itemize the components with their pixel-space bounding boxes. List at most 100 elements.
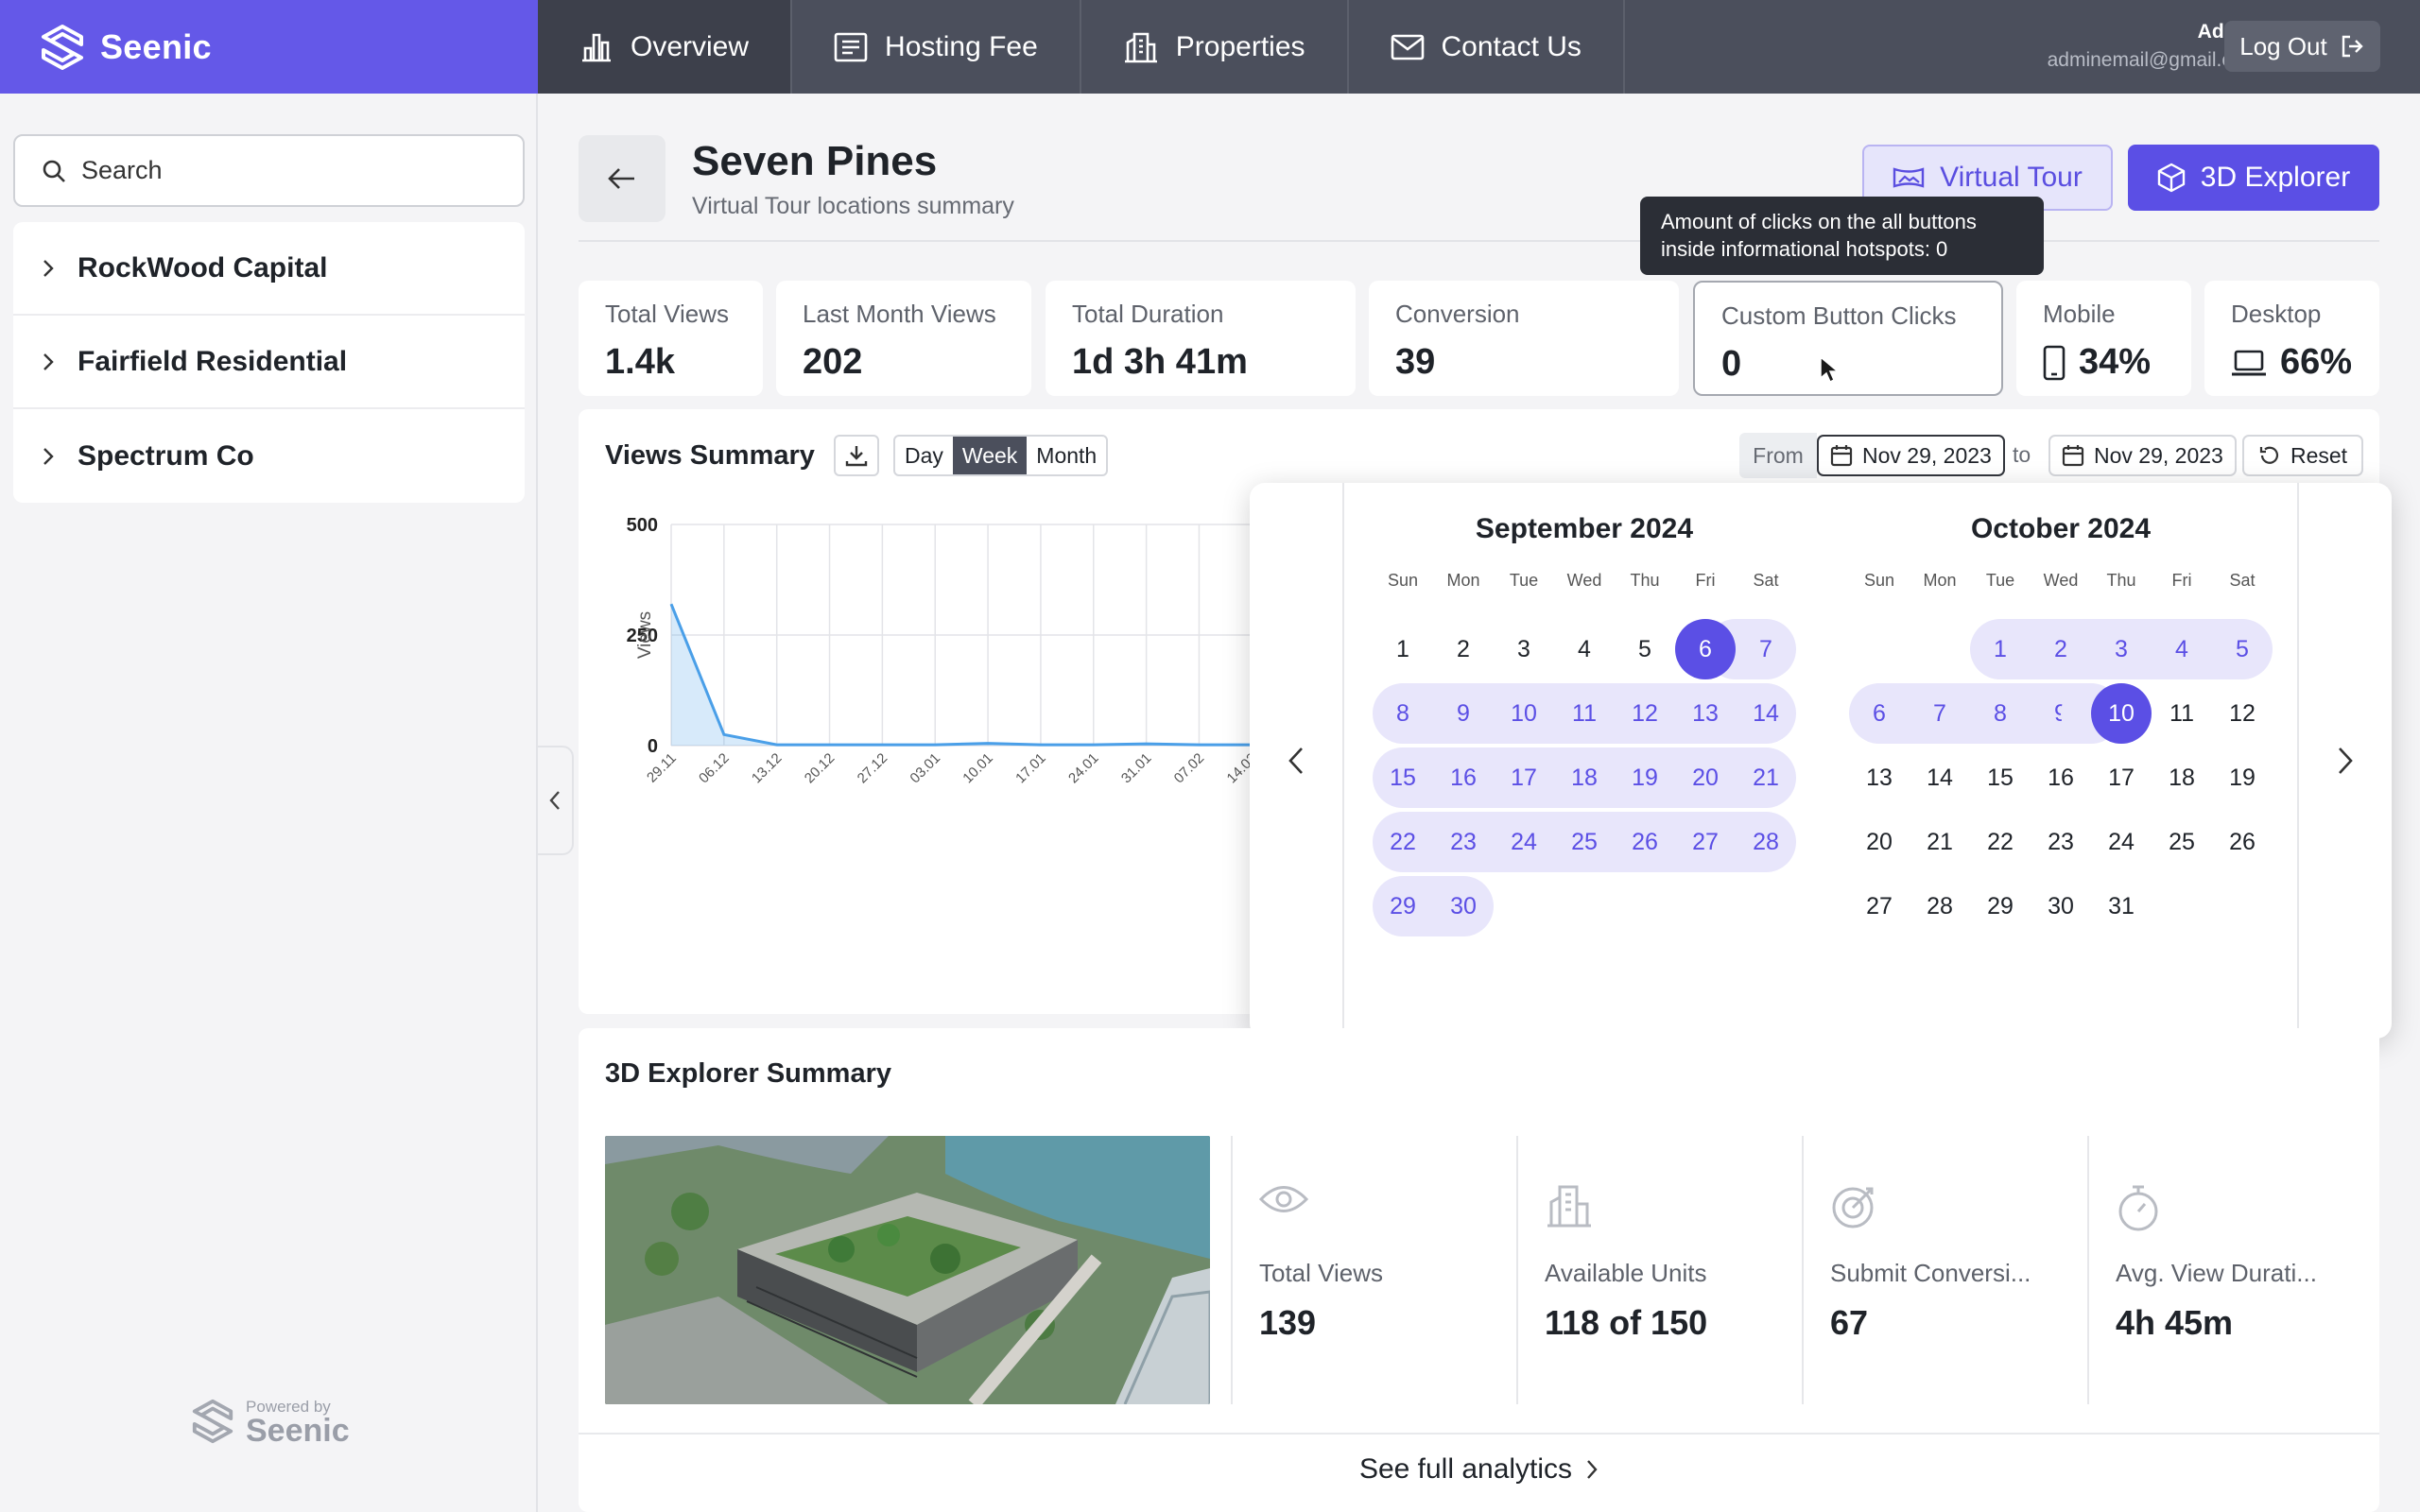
calendar-day[interactable]: 1	[1396, 635, 1409, 662]
calendar-day[interactable]: 28	[1736, 812, 1796, 872]
calendar-day[interactable]: 14	[1927, 764, 1953, 791]
metric-label: Submit Conversi...	[1830, 1259, 2031, 1287]
calendar-day[interactable]: 16	[2048, 764, 2074, 791]
tree-item-fairfield-residential[interactable]: Fairfield Residential	[13, 316, 525, 409]
calendar-day[interactable]: 9	[1433, 683, 1494, 744]
brand-logo[interactable]: Seenic	[0, 0, 538, 94]
nav-properties-label: Properties	[1175, 30, 1305, 62]
calendar-day[interactable]: 25	[2169, 828, 2195, 855]
tree-item-spectrum-co[interactable]: Spectrum Co	[13, 409, 525, 503]
calendar-day[interactable]: 18	[2169, 764, 2195, 791]
calendar-day[interactable]: 6	[1675, 619, 1736, 679]
calendar-day[interactable]: 24	[1494, 812, 1554, 872]
back-button[interactable]	[579, 135, 666, 222]
reset-button[interactable]: Reset	[2242, 435, 2363, 476]
nav-overview[interactable]: Overview	[538, 0, 793, 94]
from-date-picker[interactable]: Nov 29, 2023	[1817, 435, 2005, 476]
tree-item-rockwood-capital[interactable]: RockWood Capital	[13, 222, 525, 316]
explorer-divider	[579, 1433, 2379, 1435]
calendar-day[interactable]: 11	[1554, 683, 1615, 744]
to-date-picker[interactable]: Nov 29, 2023	[2048, 435, 2237, 476]
calendar-day[interactable]: 10	[1494, 683, 1554, 744]
calendar-day[interactable]: 2	[2031, 619, 2091, 679]
calendar-day[interactable]: 11	[2169, 699, 2194, 727]
calendar-day[interactable]: 18	[1554, 747, 1615, 808]
calendar-day[interactable]: 24	[2108, 828, 2135, 855]
calendar-day[interactable]: 19	[2229, 764, 2256, 791]
calendar-day[interactable]: 27	[1866, 892, 1893, 919]
calendar-day[interactable]: 6	[1849, 683, 1910, 744]
views-summary-title: Views Summary	[605, 440, 815, 471]
calendar-day[interactable]: 20	[1866, 828, 1893, 855]
calendar-day[interactable]: 13	[1675, 683, 1736, 744]
calendar-day[interactable]: 12	[2229, 699, 2256, 727]
calendar-day[interactable]: 2	[1457, 635, 1470, 662]
calendar-day[interactable]: 22	[1373, 812, 1433, 872]
calendar-day[interactable]: 17	[1494, 747, 1554, 808]
search-icon	[43, 160, 65, 182]
nav-hosting-fee[interactable]: Hosting Fee	[792, 0, 1081, 94]
calendar-day[interactable]: 29	[1987, 892, 2014, 919]
calendar-day[interactable]: 21	[1736, 747, 1796, 808]
calendar-day[interactable]: 31	[2108, 892, 2135, 919]
calendar-day[interactable]: 3	[1517, 635, 1530, 662]
search-input[interactable]	[81, 156, 516, 185]
calendar-day[interactable]: 8	[1373, 683, 1433, 744]
nav-contact-us[interactable]: Contact Us	[1349, 0, 1625, 94]
calendar-prev-button[interactable]	[1250, 483, 1344, 1039]
3d-explorer-button[interactable]: 3D Explorer	[2128, 145, 2379, 211]
period-day[interactable]: Day	[905, 442, 943, 468]
calendar-day[interactable]: 20	[1675, 747, 1736, 808]
search-box[interactable]	[13, 134, 525, 207]
calendar-day[interactable]: 1	[1970, 619, 2031, 679]
calendar-day[interactable]: 15	[1373, 747, 1433, 808]
calendar-day[interactable]: 30	[2048, 892, 2074, 919]
calendar-day[interactable]: 16	[1433, 747, 1494, 808]
calendar-day[interactable]: 15	[1987, 764, 2014, 791]
calendar-day[interactable]: 25	[1554, 812, 1615, 872]
see-full-analytics-link[interactable]: See full analytics	[579, 1453, 2379, 1486]
calendar-day[interactable]: 10	[2091, 683, 2152, 744]
calendar-day[interactable]: 17	[2108, 764, 2135, 791]
calendar-day[interactable]: 30	[1433, 876, 1494, 936]
calendar-day[interactable]: 4	[1578, 635, 1591, 662]
calendar-day[interactable]: 26	[1615, 812, 1675, 872]
calendar-day[interactable]: 29	[1373, 876, 1433, 936]
calendar-day[interactable]: 9	[2031, 683, 2091, 744]
calendar-day[interactable]: 21	[1927, 828, 1953, 855]
calendar-day[interactable]: 4	[2152, 619, 2212, 679]
from-date-value: Nov 29, 2023	[1862, 442, 1992, 468]
calendar-day[interactable]: 14	[1736, 683, 1796, 744]
calendar-day[interactable]: 13	[1866, 764, 1893, 791]
stat-custom-button-clicks[interactable]: Custom Button Clicks 0	[1693, 281, 2003, 396]
calendar-day[interactable]: 7	[1910, 683, 1970, 744]
calendar-next-button[interactable]	[2297, 483, 2392, 1039]
calendar-day[interactable]: 22	[1987, 828, 2014, 855]
calendar-month-left: September 2024 Sun Mon Tue Wed Thu Fri Sat 1 2 3 4…	[1373, 513, 1796, 940]
stat-value: 0	[1721, 344, 1742, 384]
calendar-day[interactable]: 28	[1927, 892, 1953, 919]
calendar-day[interactable]: 5	[1638, 635, 1651, 662]
calendar-day[interactable]: 27	[1675, 812, 1736, 872]
calendar-day[interactable]: 3	[2091, 619, 2152, 679]
download-button[interactable]	[834, 435, 879, 476]
sidebar-collapse-button[interactable]	[538, 746, 574, 855]
period-month[interactable]: Month	[1036, 442, 1098, 468]
logout-button[interactable]: Log Out	[2224, 21, 2380, 72]
weekday-label: Sat	[2229, 571, 2256, 590]
period-week[interactable]: Week	[952, 437, 1028, 474]
calendar-day[interactable]: 5	[2212, 619, 2273, 679]
seenic-logo-icon	[192, 1399, 233, 1444]
nav-properties[interactable]: Properties	[1081, 0, 1349, 94]
calendar-day[interactable]: 8	[1970, 683, 2031, 744]
calendar-day[interactable]: 7	[1736, 619, 1796, 679]
calendar-day[interactable]: 19	[1615, 747, 1675, 808]
stat-total-views: Total Views 1.4k	[579, 281, 763, 396]
stat-value: 39	[1395, 342, 1436, 382]
powered-by-brand: Seenic	[246, 1413, 350, 1449]
stat-label: Desktop	[2231, 300, 2322, 328]
calendar-day[interactable]: 26	[2229, 828, 2256, 855]
calendar-day[interactable]: 23	[1433, 812, 1494, 872]
calendar-day[interactable]: 23	[2048, 828, 2074, 855]
calendar-day[interactable]: 12	[1615, 683, 1675, 744]
